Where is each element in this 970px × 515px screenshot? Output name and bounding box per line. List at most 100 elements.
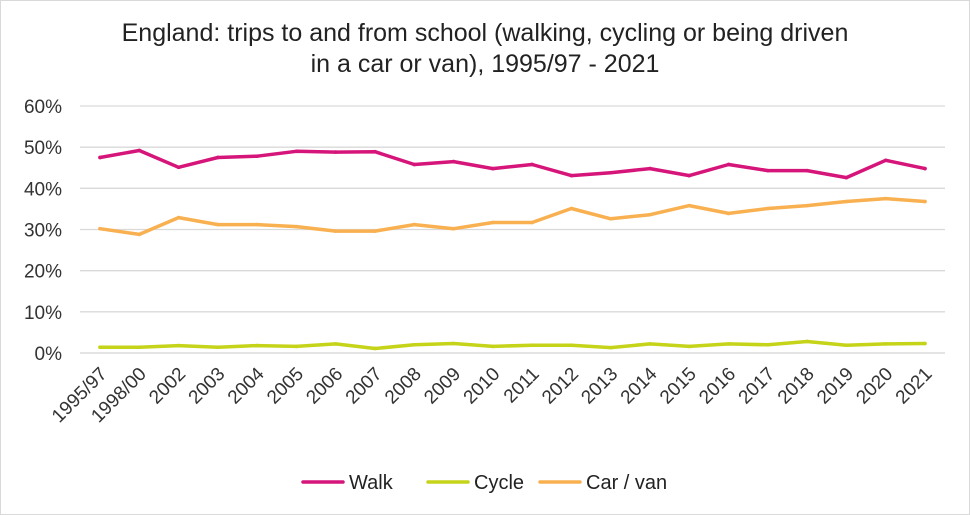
- y-tick-label: 40%: [24, 179, 62, 200]
- data-point-walk: [333, 150, 338, 154]
- chart-title: England: trips to and from school (walki…: [0, 18, 970, 80]
- data-point-walk: [569, 173, 574, 178]
- data-point-car-van: [844, 199, 849, 204]
- x-tick-label: 2020: [853, 364, 898, 409]
- series-line-cycle: [98, 339, 927, 351]
- data-point-cycle: [805, 339, 809, 344]
- data-point-car-van: [294, 224, 299, 229]
- data-point-car-van: [530, 220, 534, 225]
- data-point-car-van: [883, 196, 888, 201]
- data-point-cycle: [137, 345, 142, 350]
- data-point-walk: [766, 168, 770, 173]
- data-point-cycle: [216, 345, 220, 350]
- data-point-walk: [648, 166, 652, 171]
- x-tick-label: 2018: [774, 364, 819, 409]
- data-point-walk: [373, 149, 377, 154]
- data-point-walk: [491, 166, 495, 171]
- x-tick-label: 2007: [342, 364, 387, 409]
- data-point-cycle: [412, 342, 417, 347]
- data-point-car-van: [726, 211, 731, 216]
- data-point-car-van: [451, 226, 456, 231]
- y-tick-label: 20%: [24, 262, 62, 283]
- y-tick-label: 50%: [24, 138, 62, 159]
- x-tick-label: 2011: [500, 364, 544, 408]
- data-point-cycle: [255, 343, 259, 348]
- data-point-walk: [883, 158, 888, 163]
- legend-label-walk: Walk: [349, 472, 394, 494]
- data-point-car-van: [491, 220, 495, 225]
- data-point-walk: [530, 162, 534, 167]
- data-point-walk: [805, 168, 809, 173]
- data-point-car-van: [923, 199, 927, 204]
- data-point-car-van: [805, 203, 809, 208]
- data-point-walk: [687, 173, 692, 178]
- x-tick-label: 2008: [381, 364, 426, 409]
- data-point-cycle: [883, 342, 888, 346]
- data-point-car-van: [137, 232, 142, 237]
- data-point-cycle: [373, 346, 377, 351]
- data-point-cycle: [176, 343, 181, 348]
- data-point-car-van: [569, 206, 574, 211]
- data-point-cycle: [766, 342, 770, 347]
- data-point-car-van: [255, 222, 259, 227]
- data-point-walk: [255, 154, 259, 159]
- data-point-cycle: [294, 344, 299, 349]
- data-point-cycle: [923, 341, 927, 346]
- data-point-walk: [923, 166, 927, 171]
- data-point-walk: [98, 155, 102, 160]
- data-point-car-van: [333, 229, 338, 233]
- chart-title-line-1: England: trips to and from school (walki…: [121, 19, 849, 47]
- data-point-car-van: [216, 222, 220, 227]
- series-line-car-van: [98, 196, 927, 237]
- x-tick-label: 2013: [578, 364, 623, 409]
- data-point-walk: [137, 148, 142, 153]
- data-point-cycle: [569, 343, 574, 347]
- data-point-walk: [176, 165, 181, 170]
- data-point-walk: [216, 155, 220, 160]
- data-point-car-van: [648, 212, 652, 217]
- data-point-car-van: [176, 215, 181, 220]
- y-tick-label: 60%: [24, 97, 62, 118]
- data-point-cycle: [530, 343, 534, 347]
- x-tick-label: 2014: [617, 363, 662, 408]
- data-point-car-van: [608, 216, 613, 221]
- y-tick-label: 0%: [35, 344, 63, 365]
- y-tick-label: 10%: [24, 303, 62, 324]
- data-point-walk: [608, 170, 613, 175]
- x-tick-label: 2005: [263, 364, 308, 409]
- x-tick-label: 2019: [813, 364, 858, 409]
- data-point-walk: [294, 149, 299, 154]
- data-point-walk: [726, 162, 731, 167]
- data-point-cycle: [98, 345, 102, 350]
- data-point-cycle: [451, 341, 456, 346]
- legend-label-cycle: Cycle: [474, 472, 524, 494]
- data-point-car-van: [98, 226, 102, 231]
- data-point-car-van: [687, 203, 692, 208]
- data-point-walk: [844, 175, 849, 180]
- data-point-cycle: [726, 342, 731, 346]
- x-tick-label: 2004: [224, 363, 269, 408]
- data-point-walk: [412, 162, 417, 167]
- x-tick-label: 2002: [145, 364, 190, 409]
- x-tick-label: 2017: [735, 364, 780, 409]
- x-tick-label: 2015: [656, 364, 701, 409]
- data-point-car-van: [766, 206, 770, 211]
- data-point-car-van: [412, 222, 417, 227]
- x-tick-label: 2012: [538, 364, 583, 409]
- x-tick-label: 2016: [695, 364, 740, 409]
- series-line-walk: [98, 148, 927, 180]
- data-point-cycle: [648, 342, 652, 346]
- data-point-car-van: [373, 229, 377, 233]
- x-tick-label: 2003: [185, 364, 230, 409]
- x-tick-label: 2021: [892, 364, 937, 409]
- data-point-cycle: [491, 344, 495, 349]
- chart-title-line-2: in a car or van), 1995/97 - 2021: [310, 50, 660, 78]
- data-point-cycle: [687, 344, 692, 349]
- data-point-cycle: [844, 343, 849, 347]
- y-tick-label: 30%: [24, 221, 62, 242]
- legend-label-car-van: Car / van: [586, 472, 667, 494]
- data-point-cycle: [333, 342, 338, 346]
- x-tick-label: 2006: [303, 364, 348, 409]
